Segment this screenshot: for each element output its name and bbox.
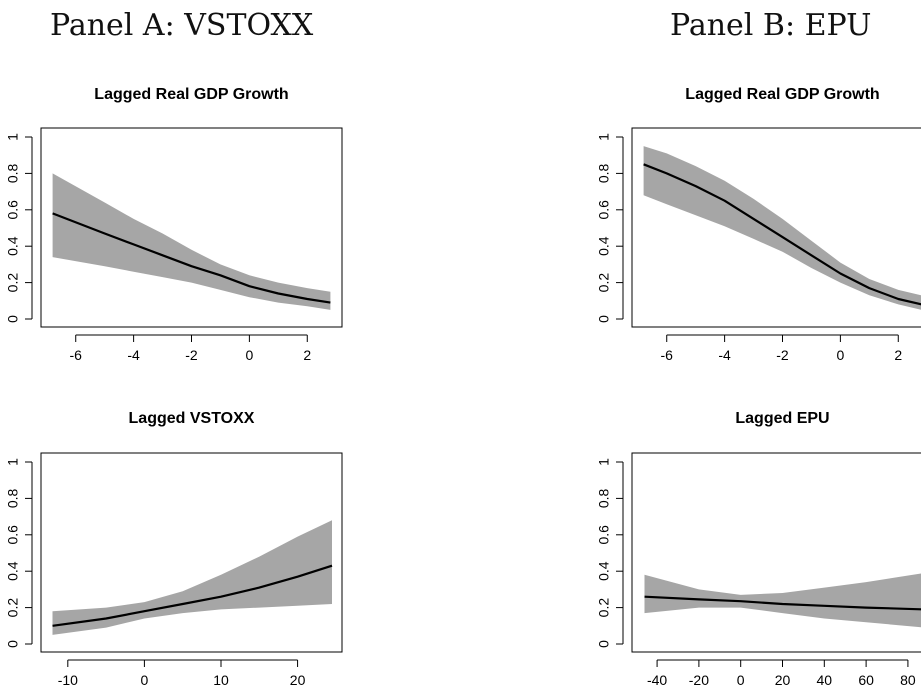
confidence-band <box>52 520 332 635</box>
x-tick-label: -40 <box>647 672 667 687</box>
x-tick-label: -10 <box>58 672 78 687</box>
y-tick-label: 0.2 <box>5 273 21 293</box>
y-tick-label: 0 <box>5 315 21 323</box>
x-tick-label: 0 <box>140 672 148 687</box>
chart-title: Lagged Real GDP Growth <box>94 86 288 103</box>
x-tick-label: 10 <box>213 672 229 687</box>
y-tick-label: 1 <box>596 458 612 466</box>
x-tick-label: -2 <box>185 347 198 363</box>
y-tick-label: 0.2 <box>596 598 612 618</box>
y-tick-label: 0.4 <box>5 561 21 581</box>
chart-3: Lagged VSTOXX 0 0.2 0.4 0.6 0.8 1 -10 0 10 20 <box>5 410 343 687</box>
y-tick-label: 0.8 <box>596 163 612 183</box>
chart-2: Lagged Real GDP Growth 0 0.2 0.4 0.6 0.8 1 -6 -4… <box>596 86 921 363</box>
y-tick-label: 0 <box>5 640 21 648</box>
y-tick-label: 1 <box>5 133 21 141</box>
plot-frame <box>631 127 921 328</box>
y-tick-label: 0.4 <box>5 236 21 256</box>
estimate-line <box>643 163 921 306</box>
y-tick-label: 0.4 <box>596 561 612 581</box>
x-tick-label: 60 <box>858 672 874 687</box>
y-tick-label: 0.6 <box>596 200 612 220</box>
estimate-line <box>52 564 333 627</box>
x-tick-label: 2 <box>894 347 902 363</box>
chart-4: Lagged EPU 0 0.2 0.4 0.6 0.8 1 -40 -20 0 20 40 60 80 <box>596 410 921 687</box>
y-tick-label: 0.8 <box>596 488 612 508</box>
chart-title: Lagged Real GDP Growth <box>685 86 879 103</box>
confidence-band <box>643 146 921 310</box>
x-tick-label: 80 <box>900 672 916 687</box>
plot-frame <box>40 127 343 328</box>
x-tick-label: -4 <box>718 347 731 363</box>
y-tick-label: 0.2 <box>596 273 612 293</box>
x-tick-label: 0 <box>836 347 844 363</box>
confidence-band <box>644 573 921 628</box>
estimate-line <box>644 595 921 611</box>
chart-title: Lagged VSTOXX <box>129 410 255 427</box>
confidence-band <box>52 173 331 310</box>
y-tick-label: 0.6 <box>596 525 612 545</box>
chart-title: Lagged EPU <box>735 410 829 427</box>
y-tick-label: 0 <box>596 315 612 323</box>
y-tick-label: 0.4 <box>596 236 612 256</box>
x-tick-label: 40 <box>817 672 833 687</box>
x-tick-label: 0 <box>245 347 253 363</box>
x-tick-label: 2 <box>303 347 311 363</box>
y-tick-label: 1 <box>5 458 21 466</box>
x-tick-label: -2 <box>776 347 789 363</box>
x-tick-label: 20 <box>775 672 791 687</box>
x-tick-label: -4 <box>127 347 140 363</box>
y-tick-label: 0.8 <box>5 163 21 183</box>
y-tick-label: 0.6 <box>5 200 21 220</box>
y-tick-label: 0.8 <box>5 488 21 508</box>
y-tick-label: 0.6 <box>5 525 21 545</box>
x-tick-label: -6 <box>70 347 83 363</box>
plot-frame <box>631 452 921 653</box>
y-tick-label: 1 <box>596 133 612 141</box>
x-tick-label: 0 <box>737 672 745 687</box>
x-tick-label: -20 <box>689 672 709 687</box>
chart-1: Lagged Real GDP Growth 0 0.2 0.4 0.6 0.8 1 -6 -4… <box>5 86 343 363</box>
y-tick-label: 0 <box>596 640 612 648</box>
x-tick-label: -6 <box>661 347 674 363</box>
panel-a-title: Panel A: VSTOXX <box>50 8 314 43</box>
estimate-line <box>52 212 331 304</box>
x-tick-label: 20 <box>290 672 306 687</box>
panel-b-title: Panel B: EPU <box>670 8 872 43</box>
plot-frame <box>40 452 343 653</box>
y-tick-label: 0.2 <box>5 598 21 618</box>
